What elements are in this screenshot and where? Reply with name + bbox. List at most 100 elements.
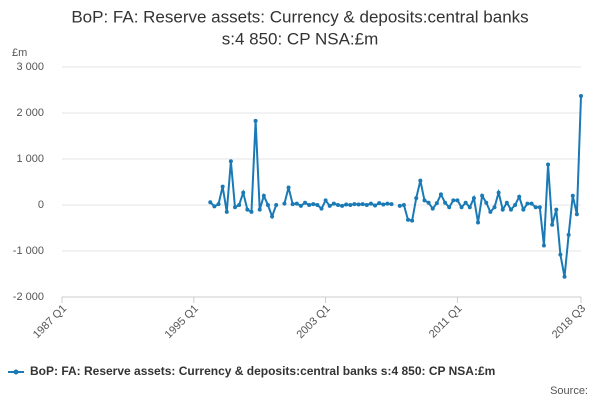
data-point xyxy=(488,209,493,214)
data-point xyxy=(228,159,233,164)
data-point xyxy=(574,212,579,217)
data-point xyxy=(529,201,534,206)
data-point xyxy=(492,205,497,210)
data-point xyxy=(212,204,217,209)
data-point xyxy=(459,205,464,210)
data-point xyxy=(451,198,456,203)
data-point xyxy=(381,202,386,207)
data-point xyxy=(265,203,270,207)
data-point xyxy=(282,201,287,206)
data-point xyxy=(373,203,378,208)
x-tick-label: 2003 Q1 xyxy=(294,303,332,341)
data-point xyxy=(216,202,221,207)
legend-label: BoP: FA: Reserve assets: Currency & depo… xyxy=(30,364,495,378)
data-point xyxy=(434,201,439,206)
data-point xyxy=(319,206,324,211)
x-tick-label: 1987 Q1 xyxy=(31,303,69,341)
data-point xyxy=(270,214,275,219)
data-point xyxy=(274,203,279,207)
data-point xyxy=(344,202,349,207)
data-point xyxy=(546,162,551,167)
data-point xyxy=(430,206,435,211)
data-point xyxy=(513,203,518,207)
data-point xyxy=(554,207,559,212)
source: Source: xyxy=(550,385,588,397)
data-point xyxy=(290,202,295,207)
data-point xyxy=(508,207,513,212)
data-point xyxy=(537,205,542,210)
data-point xyxy=(410,218,415,223)
data-point xyxy=(525,201,530,206)
data-point xyxy=(286,185,291,190)
data-point xyxy=(335,203,340,207)
data-point xyxy=(401,203,406,207)
data-point xyxy=(331,201,336,206)
data-point xyxy=(455,198,460,203)
data-point xyxy=(364,203,369,207)
data-point xyxy=(480,193,485,198)
data-point xyxy=(360,202,365,207)
data-point xyxy=(224,209,229,214)
data-point xyxy=(467,205,472,210)
data-point xyxy=(340,203,345,208)
data-point xyxy=(471,196,476,201)
data-point xyxy=(294,201,299,206)
data-point xyxy=(315,203,320,207)
data-point xyxy=(253,118,258,123)
x-tick-label: 2011 Q1 xyxy=(427,303,465,341)
data-point xyxy=(566,232,571,237)
data-point xyxy=(517,194,522,199)
y-tick-label: 3 000 xyxy=(16,61,44,73)
data-point xyxy=(368,201,373,206)
chart-title: s:4 850: CP NSA:£m xyxy=(222,29,379,48)
data-point xyxy=(570,193,575,198)
data-point xyxy=(579,93,583,98)
data-point xyxy=(352,202,357,207)
data-point xyxy=(533,205,538,210)
data-point xyxy=(303,200,308,205)
data-point xyxy=(220,184,225,189)
data-point xyxy=(377,201,382,206)
data-point xyxy=(414,196,419,201)
data-point xyxy=(249,209,254,214)
data-point xyxy=(348,203,353,207)
data-point xyxy=(443,200,448,205)
data-point xyxy=(496,190,501,195)
data-line xyxy=(209,120,278,220)
data-point xyxy=(208,200,213,205)
data-point xyxy=(500,207,505,212)
chart-title: BoP: FA: Reserve assets: Currency & depo… xyxy=(71,7,528,26)
data-point xyxy=(389,202,394,207)
data-point xyxy=(237,203,242,207)
data-point xyxy=(241,190,246,195)
data-point xyxy=(550,222,555,227)
y-unit: £m xyxy=(12,47,27,59)
data-point xyxy=(463,200,468,205)
y-tick-label: 0 xyxy=(38,199,44,211)
data-point xyxy=(233,205,237,210)
data-point xyxy=(541,243,546,248)
x-tick-label: 1995 Q1 xyxy=(163,303,201,341)
data-point xyxy=(422,198,427,203)
data-point xyxy=(311,202,316,207)
data-point xyxy=(426,200,431,205)
data-line xyxy=(399,95,582,277)
data-point xyxy=(438,192,443,197)
data-point xyxy=(476,220,481,225)
legend-marker xyxy=(13,369,19,375)
y-tick-label: -2 000 xyxy=(13,291,44,303)
data-point xyxy=(261,193,266,198)
x-tick-label: 2018 Q3 xyxy=(550,303,588,341)
data-point xyxy=(504,200,509,205)
y-tick-label: 1 000 xyxy=(16,153,44,165)
data-point xyxy=(307,203,312,207)
data-point xyxy=(418,178,423,183)
data-point xyxy=(356,202,361,207)
data-point xyxy=(323,198,328,203)
data-point xyxy=(257,207,262,212)
data-point xyxy=(562,274,567,279)
data-point xyxy=(484,200,489,205)
data-point xyxy=(298,203,303,208)
data-point xyxy=(385,201,390,206)
